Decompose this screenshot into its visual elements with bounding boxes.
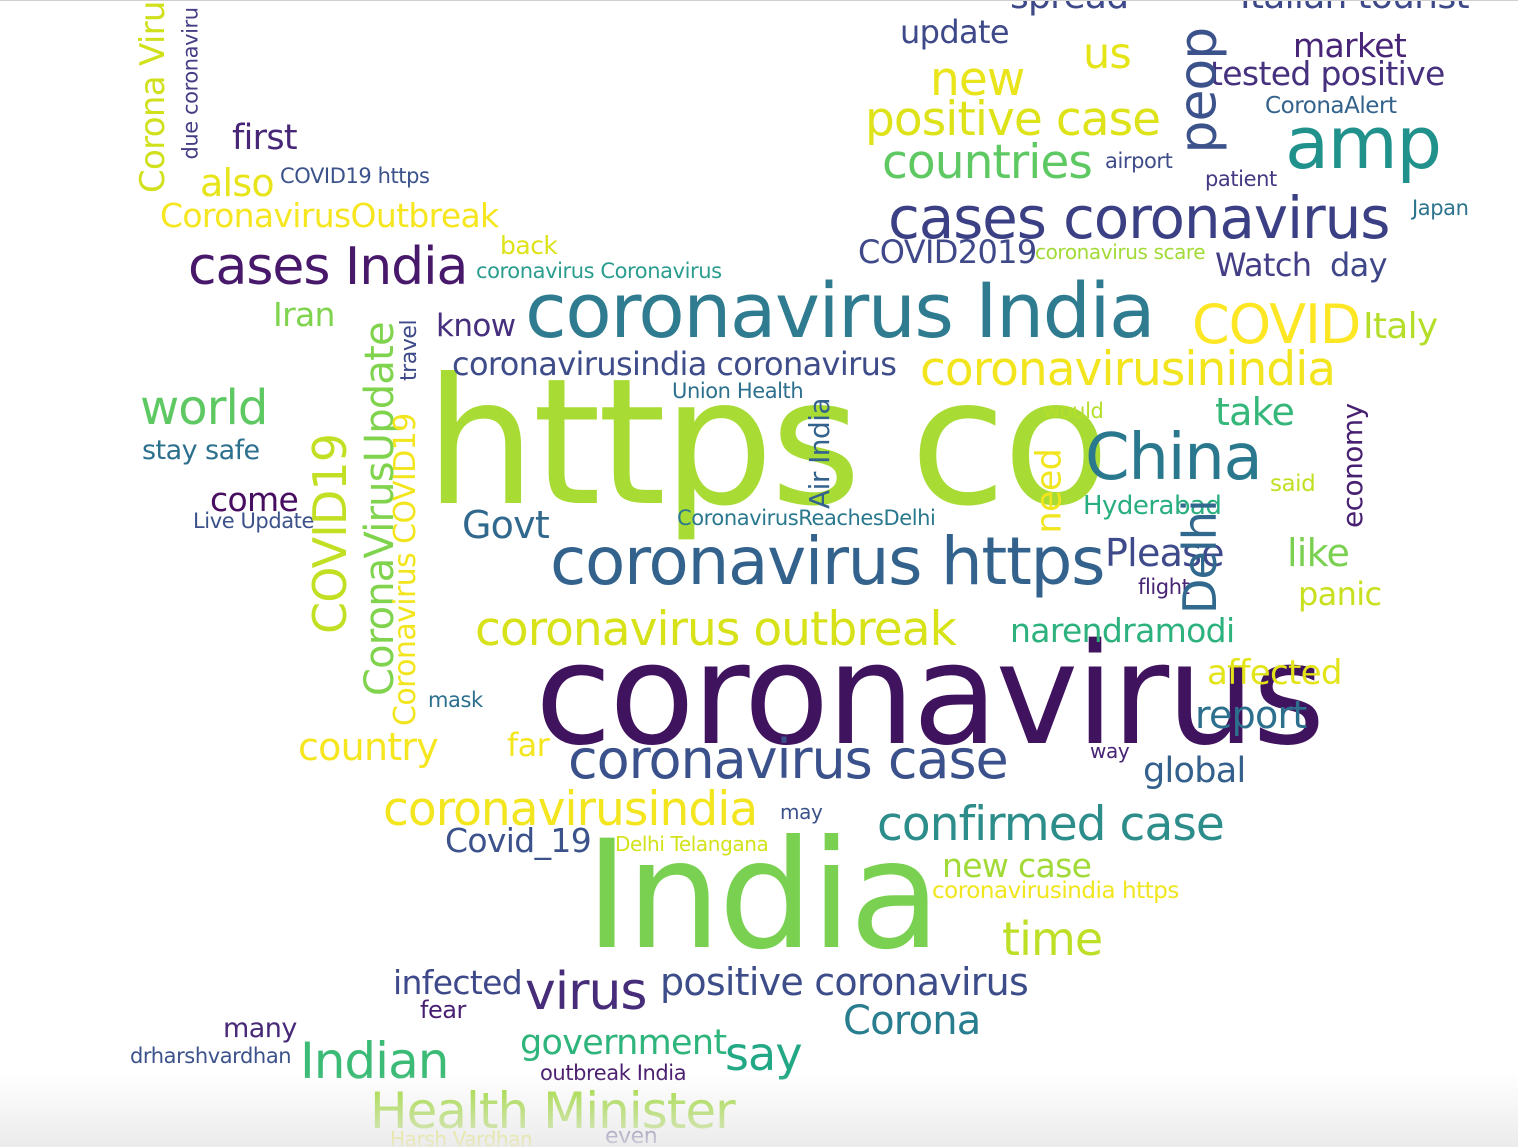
word-report: report	[1195, 693, 1307, 737]
word-iran: Iran	[273, 295, 335, 334]
word-coronavirusindia-coronavirus: coronavirusindia coronavirus	[452, 345, 897, 383]
word-coronavirus-outbreak: coronavirus outbreak	[475, 602, 957, 657]
word-economy: economy	[1336, 403, 1369, 528]
word-corona-viru: Corona Viru	[133, 1, 173, 193]
word-tested-positive: tested positive	[1210, 54, 1445, 93]
word-virus: virus	[525, 962, 647, 1022]
word-flight: flight	[1138, 575, 1190, 599]
word-far: far	[507, 726, 550, 764]
word-back: back	[500, 231, 558, 260]
word-coronavirusindia: coronavirusindia	[383, 782, 758, 837]
word-new: new	[930, 52, 1025, 107]
word-https-co: https co	[425, 342, 1110, 545]
word-stay-safe: stay safe	[142, 435, 260, 466]
word-india: India	[585, 809, 941, 983]
word-covid-19: Covid_19	[445, 821, 592, 860]
word-spread: spread	[1010, 1, 1129, 15]
word-coronavirus-india: coronavirus India	[525, 266, 1156, 355]
word-infected: infected	[393, 963, 523, 1002]
word-please: Please	[1105, 531, 1225, 575]
word-coronavirus-https: coronavirus https	[550, 523, 1105, 600]
word-union-health: Union Health	[672, 379, 804, 403]
word-may: may	[780, 800, 823, 824]
bottom-fade	[0, 1072, 1518, 1147]
word-country: country	[298, 725, 439, 769]
word-peop: peop	[1168, 27, 1229, 154]
word-confirmed-case: confirmed case	[877, 797, 1225, 852]
word-delhi: Delhi	[1173, 500, 1227, 614]
word-world: world	[140, 380, 268, 436]
word-come: come	[210, 480, 299, 519]
word-japan: Japan	[1412, 196, 1469, 220]
word-indian: Indian	[300, 1032, 449, 1090]
word-market: market	[1293, 26, 1407, 65]
word-due-coronaviru: due coronaviru	[178, 7, 203, 160]
word-cases-india: cases India	[188, 237, 468, 297]
word-coronavirus-scare: coronavirus scare	[1035, 240, 1206, 264]
word-covid19-https: COVID19 https	[280, 164, 430, 188]
word-day: day	[1330, 246, 1388, 284]
word-fear: fear	[420, 996, 466, 1024]
word-covid19: COVID19	[303, 433, 357, 634]
word-us: us	[1083, 29, 1132, 79]
word-airport: airport	[1105, 149, 1173, 173]
word-live-update: Live Update	[193, 509, 314, 533]
word-coronavirusinindia: coronavirusinindia	[920, 342, 1336, 397]
word-coronavirusoutbreak: CoronavirusOutbreak	[160, 196, 499, 235]
word-would: would	[1043, 399, 1104, 423]
word-italy: Italy	[1363, 306, 1438, 347]
word-coronavirus-case: coronavirus case	[568, 728, 1009, 791]
word-many: many	[223, 1013, 297, 1044]
word-air-india: Air India	[803, 397, 836, 509]
word-said: said	[1270, 471, 1316, 497]
word-first: first	[232, 118, 298, 158]
word-coronavirusreachesdelhi: CoronavirusReachesDelhi	[677, 506, 936, 530]
word-coronaalert: CoronaAlert	[1265, 93, 1397, 119]
word-way: way	[1090, 739, 1130, 763]
word-new-case: new case	[942, 846, 1092, 885]
word-drharshvardhan: drharshvardhan	[130, 1044, 292, 1068]
word-positive-case: positive case	[865, 92, 1161, 147]
word-take: take	[1215, 390, 1295, 434]
word-hyderabad: Hyderabad	[1083, 491, 1222, 521]
word-outbreak-india: outbreak India	[540, 1061, 687, 1085]
word-travel: travel	[397, 319, 422, 381]
word-watch: Watch	[1215, 246, 1312, 284]
word-time: time	[1002, 912, 1103, 966]
word-coronavirus: coronavirus	[535, 614, 1325, 777]
word-know: know	[436, 308, 516, 344]
word-panic: panic	[1298, 575, 1382, 613]
word-coronavirus-covid19: Coronavirus COVID19	[388, 413, 423, 726]
word-govt: Govt	[462, 503, 550, 547]
word-italian-tourist: Italian tourist	[1240, 1, 1470, 15]
word-corona: Corona	[843, 998, 981, 1044]
word-harsh-vardhan: Harsh Vardhan	[390, 1127, 533, 1147]
word-countries: countries	[882, 135, 1093, 190]
word-affected: affected	[1207, 653, 1342, 693]
word-cases-coronavirus: cases coronavirus	[888, 184, 1390, 252]
word-covid2019: COVID2019	[858, 233, 1037, 271]
word-delhi-telangana: Delhi Telangana	[615, 832, 769, 856]
word-like: like	[1287, 531, 1350, 575]
word-say: say	[725, 1027, 803, 1081]
word-mask: mask	[428, 688, 483, 712]
word-need: need	[1029, 448, 1070, 534]
word-amp: amp	[1285, 101, 1442, 185]
word-global: global	[1143, 751, 1246, 791]
word-even: even	[605, 1124, 658, 1147]
word-government: government	[520, 1023, 727, 1063]
word-positive-coronavirus: positive coronavirus	[660, 960, 1029, 1004]
word-narendramodi: narendramodi	[1010, 611, 1235, 650]
word-china: China	[1085, 421, 1263, 495]
word-patient: patient	[1205, 167, 1277, 191]
word-update: update	[900, 13, 1010, 51]
word-coronavirus-coronavirus: coronavirus Coronavirus	[476, 259, 722, 283]
word-covid: COVID	[1192, 293, 1361, 356]
word-coronavirusindia-https: coronavirusindia https	[932, 878, 1179, 904]
word-also: also	[200, 161, 275, 205]
